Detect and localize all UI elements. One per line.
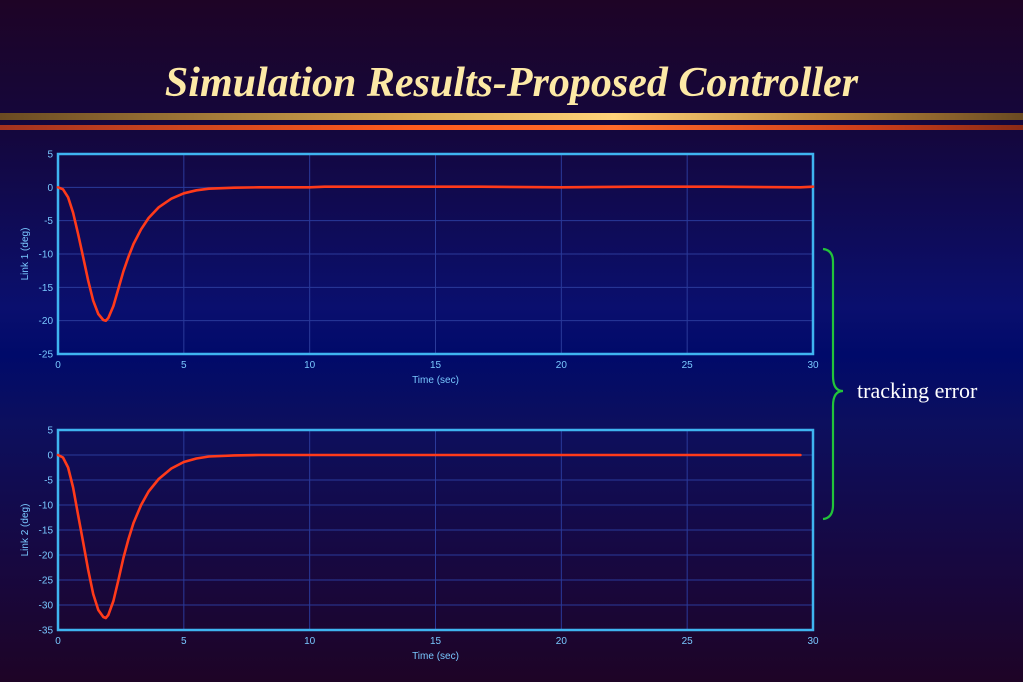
series-line [56,453,802,620]
x-axis-label: Time (sec) [412,375,459,386]
y-tick-label: -5 [44,216,53,227]
slide-title: Simulation Results-Proposed Controller [164,60,859,106]
y-tick-label: -10 [39,250,54,261]
y-tick-label: -20 [39,316,54,327]
x-tick-label: 20 [556,636,568,647]
plot-frame [56,152,815,356]
x-tick-label: 20 [556,360,568,371]
title-underline-gold [0,113,1023,120]
x-tick-label: 30 [807,636,819,647]
x-tick-label: 5 [181,636,187,647]
chart-link1: 0 5 10 15 20 25 30 5 0 -5 -10 -15 -20 -25 Time (sec) Li… [20,150,819,387]
y-tick-label: -30 [39,601,54,612]
tracking-error-label: tracking error [857,378,978,403]
y-tick-label: -25 [39,350,54,361]
y-axis-label: Link 2 (deg) [20,504,31,557]
y-tick-label: 0 [47,451,53,462]
y-tick-label: -10 [39,501,54,512]
y-tick-label: -15 [39,526,54,537]
y-tick-label: 5 [47,426,53,437]
x-tick-label: 25 [682,360,694,371]
x-tick-label: 25 [682,636,694,647]
y-tick-label: 0 [47,183,53,194]
title-underline-red [0,125,1023,130]
x-tick-label: 15 [430,636,442,647]
x-tick-label: 5 [181,360,187,371]
x-tick-label: 10 [304,360,316,371]
curly-brace [822,247,844,521]
plot-frame [56,428,815,632]
y-tick-label: -5 [44,476,53,487]
y-tick-label: -35 [39,626,54,637]
x-tick-label: 30 [807,360,819,371]
y-tick-label: -15 [39,283,54,294]
y-axis-label: Link 1 (deg) [20,228,31,281]
y-tick-label: -25 [39,576,54,587]
x-axis-label: Time (sec) [412,651,459,662]
chart-link2: 0 5 10 15 20 25 30 5 0 -5 -10 -15 -20 -25 -30 -35 Time (… [20,426,819,663]
series-line [56,185,815,322]
x-tick-label: 0 [55,360,61,371]
y-tick-label: 5 [47,150,53,161]
x-tick-label: 10 [304,636,316,647]
x-tick-label: 0 [55,636,61,647]
x-tick-label: 15 [430,360,442,371]
y-tick-label: -20 [39,551,54,562]
